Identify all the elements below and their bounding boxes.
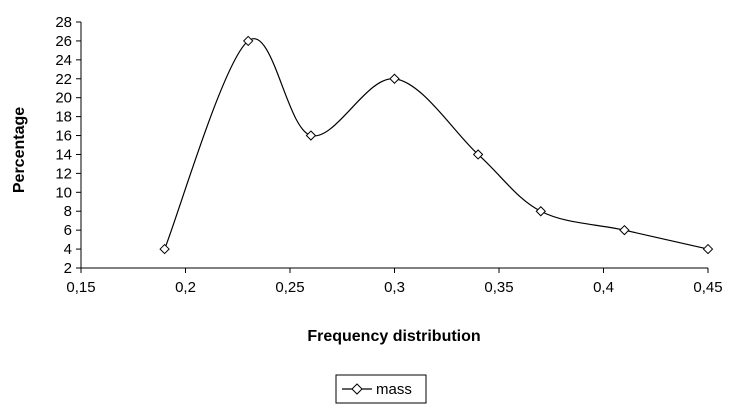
- legend-diamond-marker: [351, 383, 363, 395]
- data-point-marker: [242, 35, 254, 47]
- y-tick-label: 26: [55, 33, 72, 50]
- y-axis-title: Percentage: [11, 107, 28, 193]
- x-tick-label: 0,3: [384, 279, 405, 296]
- legend: mass: [335, 374, 427, 404]
- x-tick-label: 0,15: [66, 279, 95, 296]
- y-tick-label: 10: [55, 184, 72, 201]
- y-tick-label: 6: [64, 222, 72, 239]
- data-point-marker: [702, 243, 714, 255]
- x-tick-label: 0,2: [175, 279, 196, 296]
- x-tick-label: 0,35: [484, 279, 513, 296]
- y-tick-label: 8: [64, 203, 72, 220]
- legend-label-mass: mass: [376, 381, 412, 398]
- y-tick-label: 14: [55, 146, 72, 163]
- y-tick-label: 4: [64, 241, 72, 258]
- x-tick-label: 0,4: [593, 279, 614, 296]
- y-tick-label: 20: [55, 90, 72, 107]
- data-point-marker: [472, 149, 484, 160]
- y-tick-label: 2: [64, 260, 72, 277]
- series-markers: [159, 35, 714, 255]
- x-tick-label: 0,45: [693, 279, 722, 296]
- data-point-marker: [305, 130, 317, 141]
- data-point-marker: [535, 206, 547, 217]
- x-tick-label: 0,25: [275, 279, 304, 296]
- y-tick-label: 12: [55, 165, 72, 182]
- y-tick-label: 18: [55, 109, 72, 126]
- series-line-mass: [164, 38, 709, 250]
- data-point-marker: [389, 73, 400, 84]
- x-axis-title: Frequency distribution: [307, 328, 480, 345]
- data-point-marker: [159, 243, 170, 255]
- data-point-marker: [619, 224, 630, 236]
- y-tick-label: 16: [55, 128, 72, 145]
- x-axis-ticks: 0,15 0,2 0,25 0,3 0,35 0,4 0,45: [66, 268, 723, 296]
- y-tick-label: 24: [55, 52, 72, 69]
- y-tick-label: 22: [55, 71, 72, 88]
- y-tick-label: 28: [55, 14, 72, 31]
